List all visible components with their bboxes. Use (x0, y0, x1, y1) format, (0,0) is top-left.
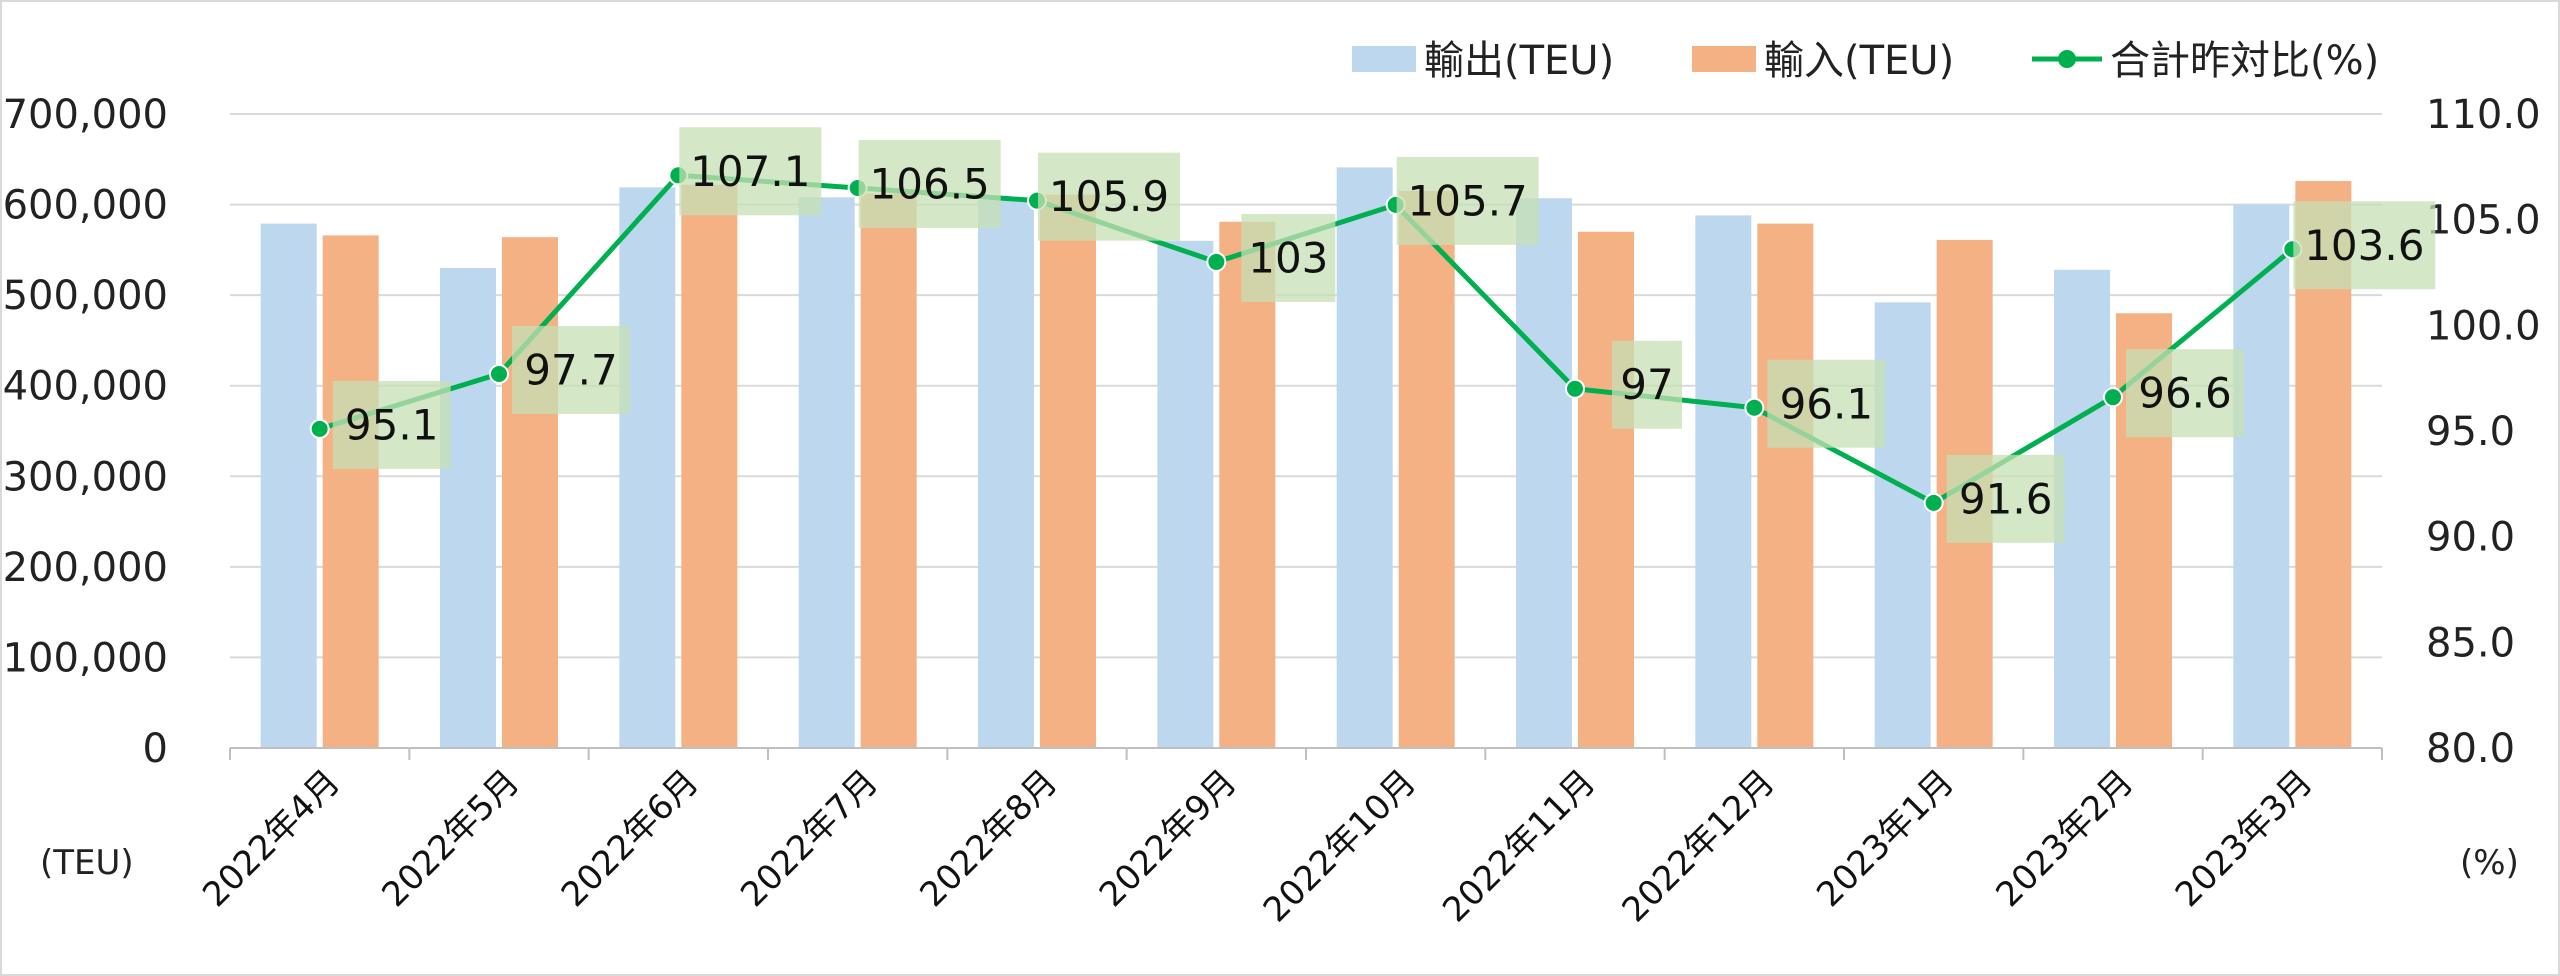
export-bar (978, 200, 1034, 749)
bars (260, 167, 2352, 749)
x-category-label: 2022年7月 (733, 762, 886, 915)
data-label-box (858, 139, 1001, 228)
data-label-box (1946, 454, 2065, 543)
data-label: 96.6 (2138, 369, 2232, 418)
y-left-tick-label: 400,000 (3, 364, 168, 410)
y-left-tick-label: 600,000 (3, 183, 168, 229)
data-label-box (1396, 156, 1539, 245)
x-category-label: 2023年3月 (2168, 762, 2321, 915)
data-label-box (1038, 152, 1180, 241)
import-bar (1757, 223, 1814, 748)
export-bar (2233, 204, 2290, 749)
import-bar (1578, 231, 1634, 748)
import-bar (1398, 190, 1455, 748)
import-bar (1219, 221, 1276, 748)
y-left-unit-label: (TEU) (40, 843, 134, 883)
ratio-marker (1206, 251, 1227, 272)
data-label: 106.5 (870, 159, 990, 208)
data-label: 91.6 (1959, 474, 2053, 523)
import-bar (860, 193, 917, 748)
ratio-marker (309, 418, 330, 439)
data-label-box (332, 380, 451, 469)
data-label-box (679, 127, 822, 216)
legend-swatch-export (1352, 46, 1416, 72)
data-label: 95.1 (345, 400, 439, 449)
x-category-label: 2023年1月 (1809, 762, 1962, 915)
data-label: 105.9 (1049, 172, 1169, 221)
export-bar (1336, 167, 1393, 749)
y-right-tick-label: 105.0 (2426, 198, 2541, 244)
data-label: 97.7 (524, 345, 618, 394)
data-label-box (2126, 349, 2244, 438)
ratio-marker (489, 363, 509, 384)
data-label: 96.1 (1780, 379, 1874, 428)
ratio-marker (1923, 492, 1944, 513)
data-label-box (1241, 213, 1336, 302)
export-bar (798, 197, 855, 749)
ratio-marker (1744, 397, 1765, 418)
y-right-tick-label: 90.0 (2426, 515, 2515, 561)
export-bar (1516, 198, 1572, 748)
y-left-tick-label: 200,000 (3, 545, 168, 591)
import-bar (681, 184, 738, 748)
x-category-label: 2022年10月 (1256, 762, 1424, 930)
y-right-tick-label: 85.0 (2426, 620, 2515, 666)
legend-marker-ratio (2058, 50, 2076, 68)
data-label: 107.1 (690, 147, 810, 196)
data-label: 97 (1620, 360, 1673, 409)
y-left-tick-label: 300,000 (3, 454, 168, 500)
import-bar (322, 235, 379, 748)
y-right-tick-label: 95.0 (2426, 409, 2515, 455)
x-category-label: 2022年8月 (913, 762, 1066, 915)
data-label-box (2293, 201, 2436, 290)
import-bar (1040, 194, 1096, 748)
y-left-tick-label: 100,000 (3, 635, 168, 681)
data-label-box (512, 325, 630, 414)
export-bar (440, 267, 496, 748)
legend-swatch-import (1692, 46, 1756, 72)
x-category-label: 2022年12月 (1615, 762, 1783, 930)
legend-label-export: 輸出(TEU) (1424, 38, 1614, 84)
x-category-label: 2022年11月 (1435, 762, 1603, 930)
x-category-label: 2022年4月 (195, 762, 348, 915)
x-category-label: 2022年5月 (375, 762, 528, 915)
data-label-box (1767, 359, 1886, 448)
data-label: 103 (1248, 233, 1328, 282)
export-bar (1157, 240, 1214, 749)
y-right-tick-label: 100.0 (2426, 303, 2541, 349)
data-label: 103.6 (2304, 221, 2424, 270)
x-category-label: 2022年6月 (554, 762, 707, 915)
legend-label-import: 輸入(TEU) (1764, 38, 1954, 84)
export-bar (260, 223, 317, 748)
legend: 輸出(TEU) 輸入(TEU) 合計昨対比(%) (1352, 38, 2379, 84)
export-bar (619, 187, 676, 748)
y-left-tick-label: 500,000 (3, 273, 168, 319)
legend-label-ratio: 合計昨対比(%) (2110, 38, 2379, 84)
y-left-tick-label: 700,000 (3, 92, 168, 138)
x-category-label: 2023年2月 (1989, 762, 2142, 915)
ratio-marker (2103, 387, 2123, 408)
y-left-tick-label: 0 (143, 726, 168, 772)
x-category-label: 2022年9月 (1092, 762, 1245, 915)
y-right-tick-label: 110.0 (2426, 92, 2541, 138)
y-right-unit-label: (%) (2460, 843, 2519, 883)
data-label-box (1612, 340, 1682, 429)
data-labels: 95.1 97.7 107.1 106.5 105.9 103 105.7 97 96.1 91.… (332, 127, 2436, 543)
y-right-tick-label: 80.0 (2426, 726, 2515, 772)
ratio-marker (1565, 378, 1585, 399)
data-label: 105.7 (1408, 176, 1528, 225)
import-bar (502, 237, 558, 749)
export-bar (1695, 215, 1752, 748)
